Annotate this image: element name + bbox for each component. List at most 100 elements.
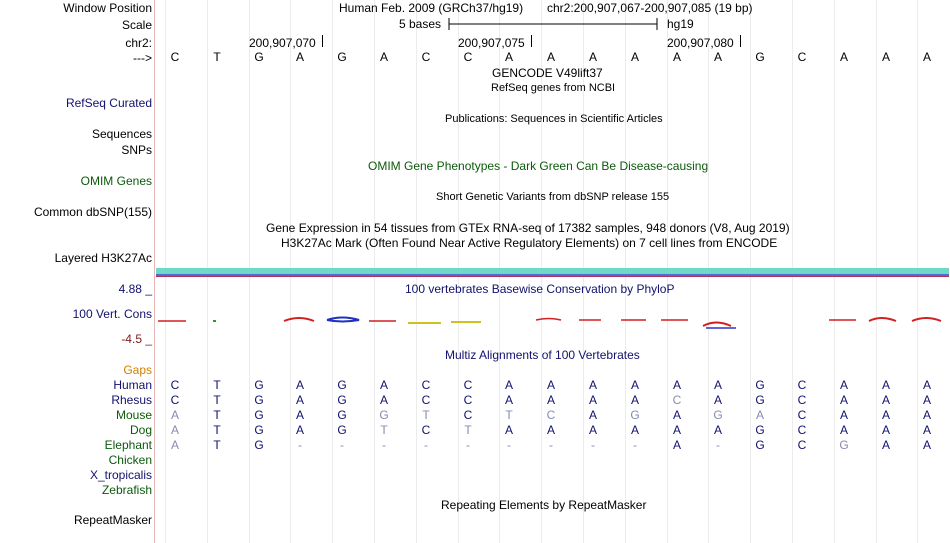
vert-cons-label[interactable]: 100 Vert. Cons (72, 307, 152, 321)
aligned-base: A (588, 393, 597, 407)
h3k27ac-signal-bar[interactable] (156, 274, 949, 276)
aligned-base: C (797, 378, 807, 392)
aligned-base: A (588, 378, 597, 392)
aligned-base: G (337, 408, 347, 422)
aligned-base: A (630, 423, 639, 437)
species-label[interactable]: Zebrafish (101, 483, 152, 497)
aligned-base: A (379, 378, 388, 392)
cons-max-label: 4.88 _ (118, 282, 152, 296)
aligned-base: - (340, 438, 344, 452)
window-position-label: Window Position (63, 1, 152, 15)
reference-base: A (672, 50, 681, 64)
aligned-base: G (713, 408, 723, 422)
gaps-label[interactable]: Gaps (123, 363, 152, 377)
aligned-base: G (254, 423, 264, 437)
tick-mark (322, 35, 323, 47)
refseq-track-title[interactable]: RefSeq genes from NCBI (491, 82, 616, 94)
aligned-base: A (672, 378, 681, 392)
aligned-base: - (424, 438, 428, 452)
gencode-track-title[interactable]: GENCODE V49lift37 (492, 66, 603, 80)
aligned-base: C (546, 408, 556, 422)
aligned-base: G (630, 408, 640, 422)
species-label[interactable]: X_tropicalis (89, 468, 152, 482)
species-label[interactable]: Dog (129, 423, 152, 437)
conservation-track-title[interactable]: 100 vertebrates Basewise Conservation by… (405, 282, 675, 296)
conservation-wiggle[interactable] (156, 310, 949, 332)
aligned-base: A (546, 393, 555, 407)
assembly-name[interactable]: Human Feb. 2009 (GRCh37/hg19) (339, 1, 524, 15)
tick-mark (740, 35, 741, 47)
reference-base: G (755, 50, 765, 64)
reference-base: A (379, 50, 388, 64)
repeatmasker-label[interactable]: RepeatMasker (73, 513, 152, 527)
aligned-base: G (755, 423, 765, 437)
cons-min-label: -4.5 _ (121, 332, 152, 346)
aligned-base: C (797, 423, 807, 437)
aligned-base: A (170, 408, 179, 422)
aligned-base: A (922, 378, 931, 392)
aligned-base: C (170, 378, 180, 392)
repeatmasker-track-title[interactable]: Repeating Elements by RepeatMasker (441, 498, 647, 512)
aligned-base: C (421, 423, 431, 437)
scale-db: hg19 (667, 17, 694, 31)
species-label[interactable]: Human (113, 378, 152, 392)
aligned-base: T (213, 438, 221, 452)
aligned-base: A (922, 438, 931, 452)
aligned-base: C (672, 393, 682, 407)
species-label[interactable]: Elephant (104, 438, 152, 452)
publications-track-title[interactable]: Publications: Sequences in Scientific Ar… (445, 113, 663, 125)
aligned-base: A (672, 423, 681, 437)
aligned-base: A (922, 423, 931, 437)
refseq-curated-label[interactable]: RefSeq Curated (65, 96, 152, 110)
aligned-base: G (254, 393, 264, 407)
reference-base: A (295, 50, 304, 64)
scale-bar-text: 5 bases (399, 17, 442, 31)
sequences-label[interactable]: Sequences (91, 127, 152, 141)
aligned-base: T (213, 408, 221, 422)
window-position-value[interactable]: chr2:200,907,067-200,907,085 (19 bp) (547, 1, 753, 15)
reference-base: A (546, 50, 555, 64)
aligned-base: T (213, 393, 221, 407)
reference-base: G (254, 50, 264, 64)
layered-h3k27ac-label[interactable]: Layered H3K27Ac (54, 251, 152, 265)
tick-label: 200,907,075 (458, 36, 525, 50)
aligned-base: A (922, 393, 931, 407)
aligned-base: - (633, 438, 637, 452)
aligned-base: A (630, 393, 639, 407)
tick-label: 200,907,080 (667, 36, 734, 50)
common-dbsnp-label[interactable]: Common dbSNP(155) (33, 205, 152, 219)
reference-base: C (797, 50, 807, 64)
h3k27ac-signal-bar[interactable] (156, 276, 949, 277)
h3k27ac-signal-bar[interactable] (156, 268, 949, 274)
aligned-base: T (422, 408, 430, 422)
aligned-base: A (672, 408, 681, 422)
reference-base: A (713, 50, 722, 64)
aligned-base: A (295, 408, 304, 422)
h3k27ac-track-title[interactable]: H3K27Ac Mark (Often Found Near Active Re… (281, 236, 778, 250)
species-label[interactable]: Rhesus (111, 393, 152, 407)
aligned-base: C (463, 393, 473, 407)
reference-base: A (630, 50, 639, 64)
aligned-base: A (713, 423, 722, 437)
dbsnp-track-title[interactable]: Short Genetic Variants from dbSNP releas… (436, 191, 670, 203)
aligned-base: T (213, 378, 221, 392)
snps-label[interactable]: SNPs (121, 143, 152, 157)
omim-track-title[interactable]: OMIM Gene Phenotypes - Dark Green Can Be… (368, 159, 709, 173)
aligned-base: A (588, 423, 597, 437)
reference-base: T (213, 50, 221, 64)
species-label[interactable]: Chicken (108, 453, 152, 467)
species-label[interactable]: Mouse (115, 408, 152, 422)
aligned-base: T (464, 423, 472, 437)
aligned-base: C (421, 393, 431, 407)
aligned-base: A (881, 378, 890, 392)
scale-bar (448, 18, 658, 30)
aligned-base: A (881, 408, 890, 422)
aligned-base: A (295, 393, 304, 407)
gtex-track-title[interactable]: Gene Expression in 54 tissues from GTEx … (266, 221, 790, 235)
aligned-base: A (839, 408, 848, 422)
reference-base: A (839, 50, 848, 64)
omim-genes-label[interactable]: OMIM Genes (80, 174, 152, 188)
aligned-base: A (379, 393, 388, 407)
multiz-track-title[interactable]: Multiz Alignments of 100 Vertebrates (445, 348, 640, 362)
aligned-base: G (839, 438, 849, 452)
